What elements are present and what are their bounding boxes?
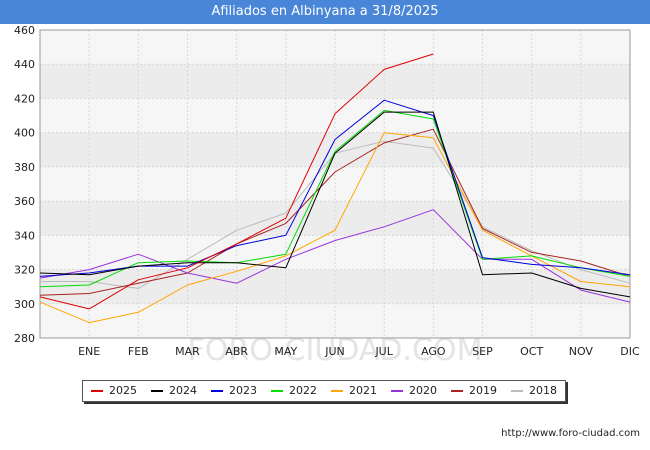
legend-label: 2022 [289,384,317,397]
series-line-2022 [39,109,631,288]
chart-legend: 2025 2024 2023 2022 2021 2020 2019 2018 [82,380,566,402]
watermark-text: FORO-CIUDAD.COM [188,333,483,368]
y-tick-label: 420 [14,92,35,105]
y-tick-label: 460 [14,24,35,37]
chart-title: Afiliados en Albinyana a 31/8/2025 [0,0,650,24]
y-tick-label: 440 [14,58,35,71]
legend-label: 2021 [349,384,377,397]
legend-swatch [451,390,463,392]
legend-swatch [391,390,403,392]
legend-swatch [271,390,283,392]
y-tick-label: 360 [14,195,35,208]
legend-label: 2024 [169,384,197,397]
y-tick-label: 400 [14,127,35,140]
x-tick-label: MAY [274,345,297,358]
series-line-2020 [39,209,631,303]
legend-label: 2019 [469,384,497,397]
series-line-2019 [39,128,631,296]
x-tick-label: AGO [421,345,446,358]
x-tick-label: FEB [128,345,149,358]
x-tick-label: ENE [78,345,100,358]
legend-label: 2023 [229,384,257,397]
legend-swatch [511,390,523,392]
legend-swatch [211,390,223,392]
y-tick-label: 320 [14,264,35,277]
series-line-2024 [39,111,631,298]
x-tick-label: JUL [374,345,393,358]
x-tick-label: JUN [324,345,345,358]
legend-label: 2020 [409,384,437,397]
plot-frame [39,29,631,339]
y-tick-label: 340 [14,229,35,242]
series-line-2025 [39,53,434,310]
line-chart: FORO-CIUDAD.COM 280 300 320 340 360 380 400 420… [14,24,640,368]
x-tick-label: SEP [472,345,493,358]
x-tick-label: MAR [175,345,200,358]
legend-label: 2018 [529,384,557,397]
grid-band [40,132,630,167]
x-tick-label: DIC [620,345,640,358]
x-tick-label: ABR [225,345,248,358]
legend-swatch [151,390,163,392]
x-tick-label: NOV [569,345,594,358]
legend-swatch [91,390,103,392]
legend-swatch [331,390,343,392]
y-tick-label: 380 [14,161,35,174]
source-url: http://www.foro-ciudad.com [501,428,640,439]
y-tick-label: 300 [14,298,35,311]
legend-label: 2025 [109,384,137,397]
y-tick-label: 280 [14,332,35,345]
grid-band [40,64,630,99]
x-tick-label: OCT [520,345,543,358]
